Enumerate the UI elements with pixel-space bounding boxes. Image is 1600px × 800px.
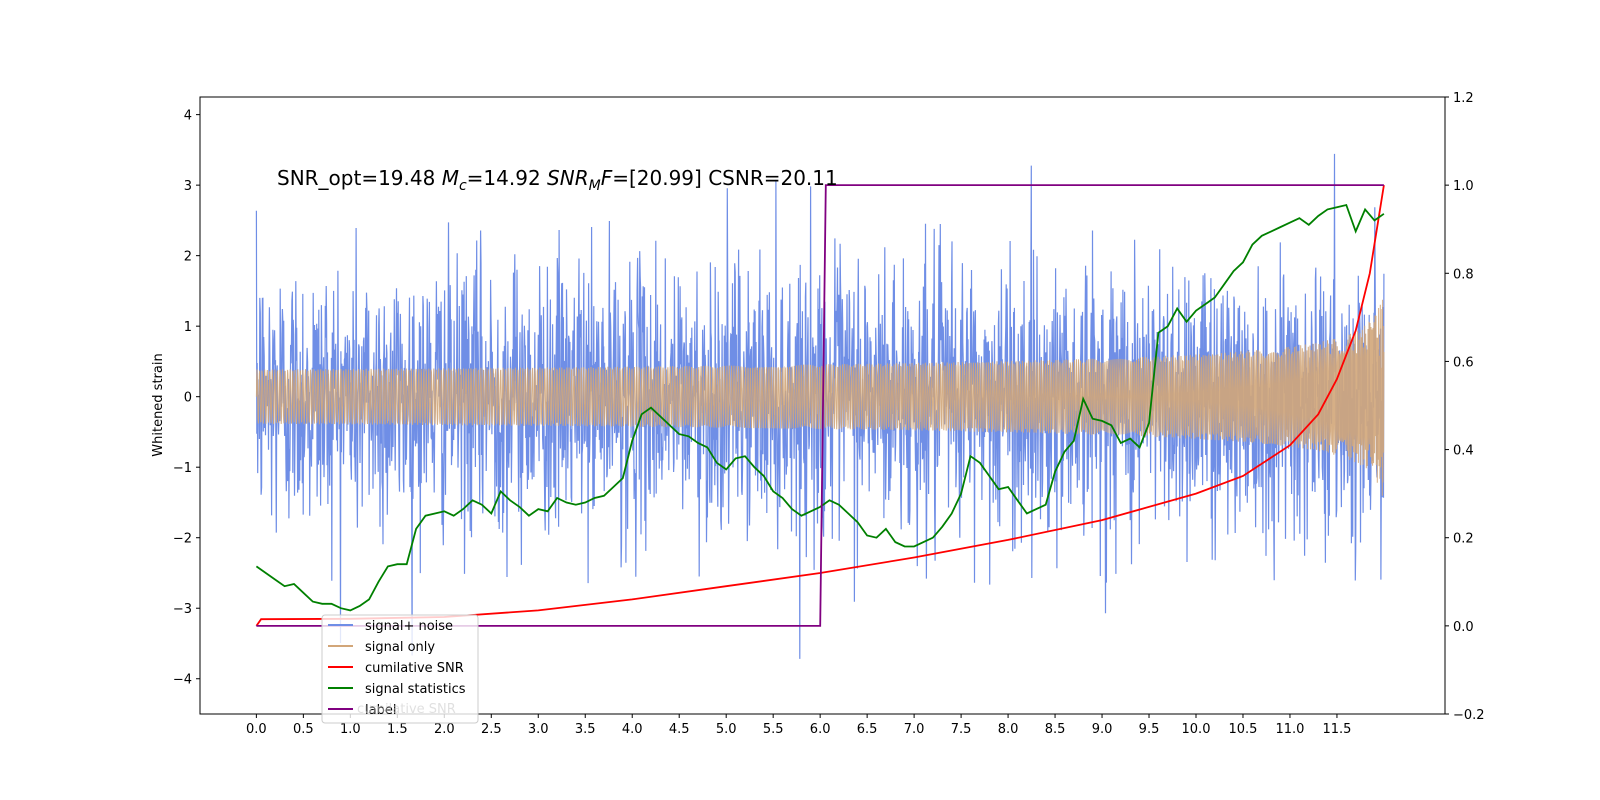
left-tick-label: −4 [173,673,192,688]
annotation-snr-subscript: M [589,178,601,194]
series-line-label [256,184,1384,627]
left-tick-label: 1 [184,320,192,335]
legend-label: label [365,703,396,718]
right-tick-label: −0.2 [1453,708,1485,723]
x-tick-label: 4.0 [622,722,643,737]
annotation-mc-symbol: M [442,166,459,190]
annotation-snr-f: F [601,166,613,190]
left-tick-label: −3 [173,602,192,617]
series-line-signal-only [255,299,1385,496]
annotation-snr-symbol: SNR [547,166,589,190]
legend-label: signal only [365,640,435,655]
x-tick-label: 7.0 [904,722,925,737]
right-tick-label: 0.4 [1453,444,1474,459]
x-tick-label: 2.0 [434,722,455,737]
x-tick-label: 9.0 [1092,722,1113,737]
left-tick-label: −2 [173,532,192,547]
annotation-mc-subscript: c [459,178,467,194]
x-tick-label: 2.5 [481,722,502,737]
x-tick-label: 5.0 [716,722,737,737]
x-axis-ticks: 0.0 0.5 1.0 1.5 2.0 2.5 3.0 3.5 4.0 4.5 5.0 5.5 6.0 6… [246,714,1351,737]
left-tick-label: 2 [184,250,192,265]
legend: signal+ noise signal only cumilative SNR si… [321,614,479,724]
x-tick-label: 8.5 [1045,722,1066,737]
axes-frame [199,96,1446,715]
left-tick-label: −1 [173,461,192,476]
x-tick-label: 9.5 [1139,722,1160,737]
left-axis-ticks: 4 3 2 1 0 −1 −2 −3 −4 [173,109,200,688]
x-tick-label: 1.5 [387,722,408,737]
right-tick-label: 1.2 [1453,91,1474,106]
annotation-snr-value: =[20.99] CSNR=20.11 [612,166,838,190]
x-tick-label: 0.5 [293,722,314,737]
x-tick-label: 4.5 [669,722,690,737]
left-tick-label: 3 [184,179,192,194]
left-tick-label: 4 [184,109,192,124]
left-axis-label: Whitened strain [151,353,166,456]
annotation-mc-value: =14.92 [467,166,547,190]
right-tick-label: 0.8 [1453,267,1474,282]
x-tick-label: 0.0 [246,722,267,737]
x-tick-label: 8.0 [998,722,1019,737]
series-line-signal-statistics [255,203,1385,612]
x-tick-label: 6.0 [810,722,831,737]
right-tick-label: 0.6 [1453,355,1474,370]
legend-ghost-text: cumilative SNR [357,702,456,717]
left-tick-label: 0 [184,391,192,406]
x-tick-label: 10.0 [1182,722,1211,737]
x-tick-label: 5.5 [763,722,784,737]
annotation-snr-opt: SNR_opt=19.48 [277,166,442,190]
legend-label: signal statistics [365,682,466,697]
x-tick-label: 3.5 [575,722,596,737]
x-tick-label: 3.0 [528,722,549,737]
x-tick-label: 6.5 [857,722,878,737]
chart-annotation: SNR_opt=19.48 Mc=14.92 SNRMF=[20.99] CSN… [277,166,838,194]
legend-entries: signal+ noise signal only cumilative SNR si… [328,619,466,718]
right-axis-ticks: 1.2 1.0 0.8 0.6 0.4 0.2 0.0 −0.2 [1445,91,1485,723]
right-tick-label: 0.0 [1453,620,1474,635]
legend-label: cumilative SNR [365,661,464,676]
x-tick-label: 7.5 [951,722,972,737]
right-tick-label: 0.2 [1453,532,1474,547]
x-tick-label: 10.5 [1229,722,1258,737]
legend-label: signal+ noise [365,619,453,634]
x-tick-label: 1.0 [340,722,361,737]
legend-box [321,614,479,724]
x-tick-label: 11.5 [1322,722,1351,737]
x-tick-label: 11.0 [1275,722,1304,737]
right-tick-label: 1.0 [1453,179,1474,194]
